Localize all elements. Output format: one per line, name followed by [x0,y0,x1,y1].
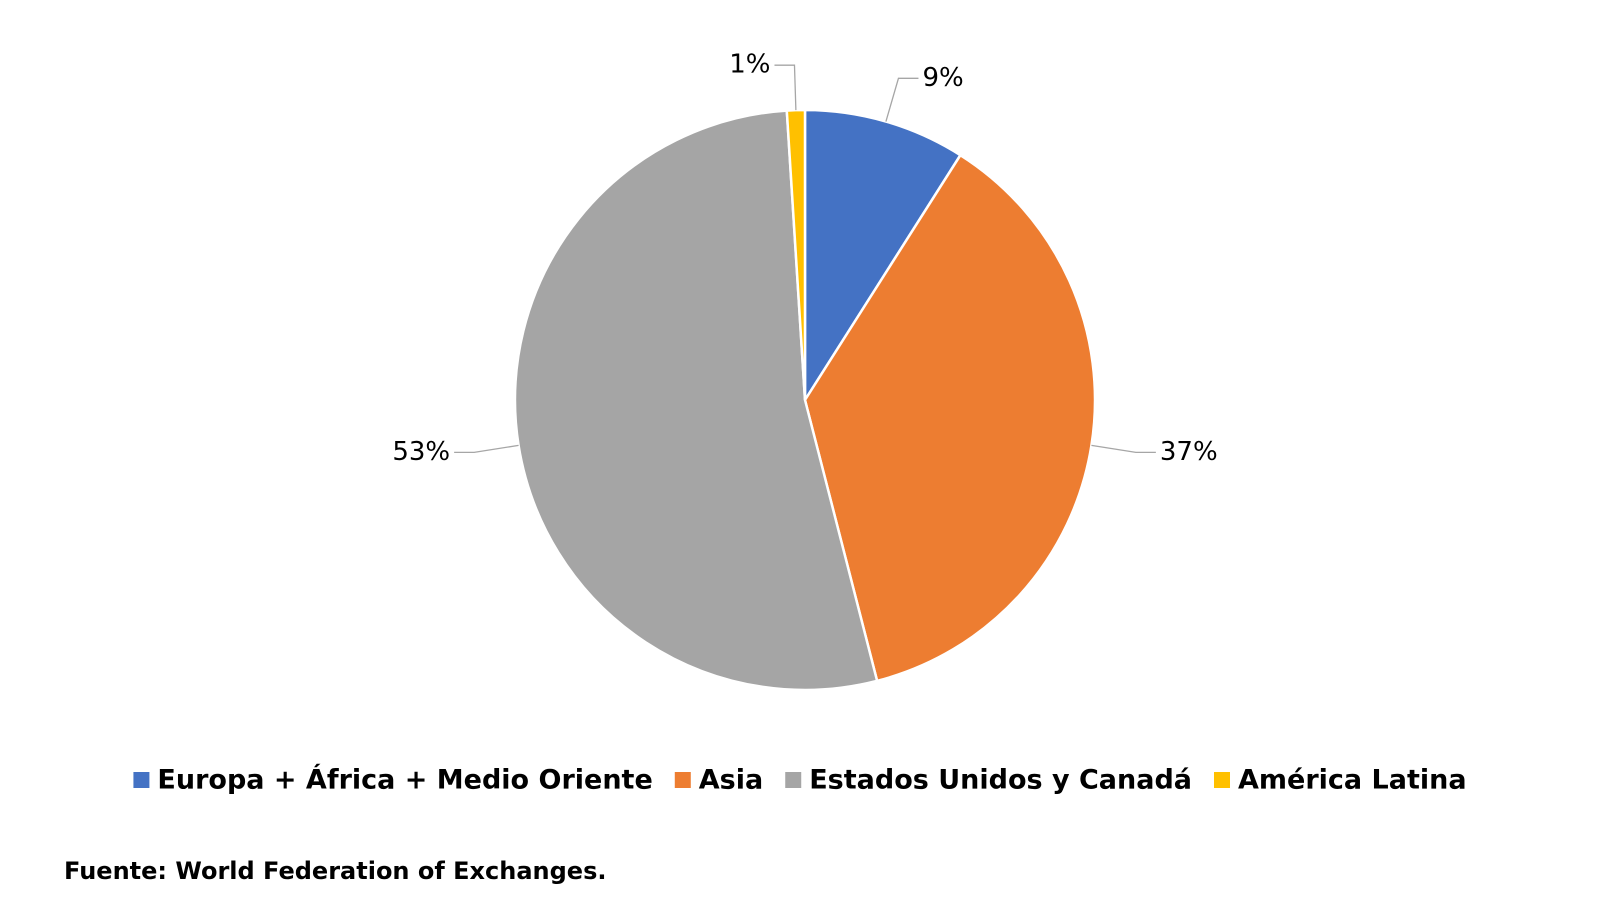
legend-swatch [785,772,802,788]
legend-label: Europa + África + Medio Oriente [157,764,652,796]
leader-line [1091,444,1156,454]
data-label: 53% [392,437,450,467]
pie-slice [513,109,879,692]
legend-label: Estados Unidos y Canadá [809,765,1192,796]
legend-swatch [674,772,691,788]
data-label: 37% [1160,437,1218,467]
legend-label: América Latina [1238,765,1467,796]
source-note: Fuente: World Federation of Exchanges. [64,857,606,885]
legend: Europa + África + Medio Oriente Asia Estad… [133,764,1467,796]
leader-line [454,444,519,454]
legend-swatch [133,772,150,788]
legend-swatch [1214,772,1230,788]
pie-slice [803,153,1097,683]
leader-line [774,64,797,111]
legend-label: Asia [699,765,763,796]
leader-line [885,77,919,122]
data-label: 1% [729,50,770,80]
data-label: 9% [922,63,963,93]
